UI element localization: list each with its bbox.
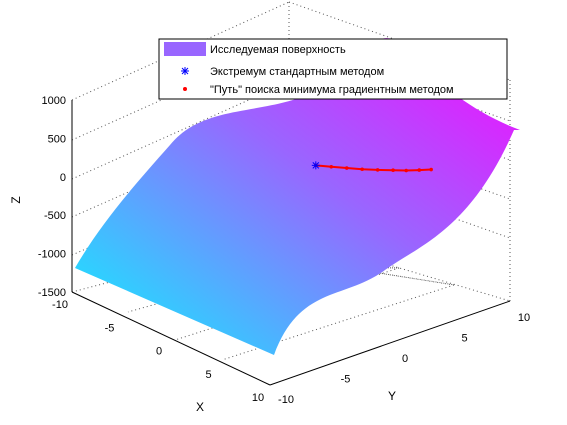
x-tick-label: 5 xyxy=(205,369,211,381)
x-tick-labels: -10 -5 0 5 10 xyxy=(52,299,264,404)
y-tick-label: 10 xyxy=(518,312,530,324)
path-point xyxy=(360,167,364,172)
z-tick-labels: 1000 500 0 -500 -1000 -1500 xyxy=(38,95,66,299)
path-point xyxy=(329,164,334,169)
y-tick-label: -5 xyxy=(341,374,351,386)
path-point xyxy=(429,167,433,172)
legend-dot-icon xyxy=(183,87,187,91)
legend-surface-swatch xyxy=(164,42,206,56)
extremum-asterisk-stroke xyxy=(312,161,320,169)
y-tick-label: 5 xyxy=(461,333,467,345)
x-tick-label: -10 xyxy=(52,299,68,311)
legend-item-path: "Путь" поиска минимума градиентным метод… xyxy=(210,84,454,96)
x-axis-label: X xyxy=(196,400,204,414)
y-axis-label: Y xyxy=(388,389,396,403)
z-tick-label: -1500 xyxy=(38,287,66,299)
z-tick-label: 500 xyxy=(48,133,66,145)
y-tick-label: 0 xyxy=(402,353,408,365)
path-point xyxy=(375,168,380,172)
x-tick-label: 10 xyxy=(252,392,264,404)
x-tick-label: -5 xyxy=(105,322,115,334)
path-point xyxy=(344,166,349,170)
extremum-marker xyxy=(311,161,320,170)
z-tick-label: 0 xyxy=(60,172,66,184)
legend-item-surface: Исследуемая поверхность xyxy=(210,44,346,56)
z-tick-label: -500 xyxy=(44,210,66,222)
path-point xyxy=(417,168,422,172)
z-axis-label: Z xyxy=(9,196,23,203)
z-tick-label: -1000 xyxy=(38,249,66,261)
y-tick-labels: -10 -5 0 5 10 xyxy=(278,312,530,406)
legend-item-extremum: Экстремум стандартным методом xyxy=(210,66,384,78)
y-tick-label: -10 xyxy=(278,394,294,406)
path-point xyxy=(391,168,395,172)
x-tick-label: 0 xyxy=(156,346,162,358)
legend: Исследуемая поверхность Экстремум станда… xyxy=(158,38,508,100)
path-point xyxy=(404,168,408,173)
z-tick-label: 1000 xyxy=(42,95,66,107)
legend-asterisk-icon xyxy=(181,67,189,75)
